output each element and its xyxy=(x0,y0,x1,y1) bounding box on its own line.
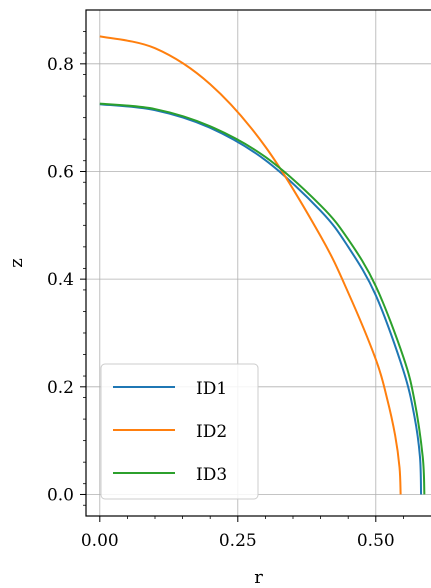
y-tick-label: 0.8 xyxy=(47,55,74,75)
y-tick-label: 0.4 xyxy=(47,270,74,290)
x-tick-label: 0.00 xyxy=(81,531,119,551)
legend: ID1 ID2 ID3 xyxy=(100,363,259,500)
axis-ticks: 0.00 0.25 0.50 0.0 0.2 0.4 0.6 0.8 xyxy=(47,31,404,551)
legend-label-id2: ID2 xyxy=(196,422,227,442)
y-tick-label: 0.0 xyxy=(47,485,74,505)
y-tick-label: 0.6 xyxy=(47,162,74,182)
legend-box xyxy=(100,363,259,500)
series-line-id1 xyxy=(99,103,423,495)
y-tick-label: 0.2 xyxy=(47,378,74,398)
x-tick-label: 0.50 xyxy=(357,531,395,551)
series-line-id3 xyxy=(99,102,426,495)
x-tick-label: 0.25 xyxy=(219,531,257,551)
legend-label-id1: ID1 xyxy=(196,379,227,399)
x-axis-label: r xyxy=(254,567,263,588)
legend-label-id3: ID3 xyxy=(196,465,227,485)
plot-frame xyxy=(85,9,431,517)
series-lines xyxy=(99,35,426,495)
series-line-id2 xyxy=(99,35,402,495)
y-axis-label: z xyxy=(6,258,27,267)
